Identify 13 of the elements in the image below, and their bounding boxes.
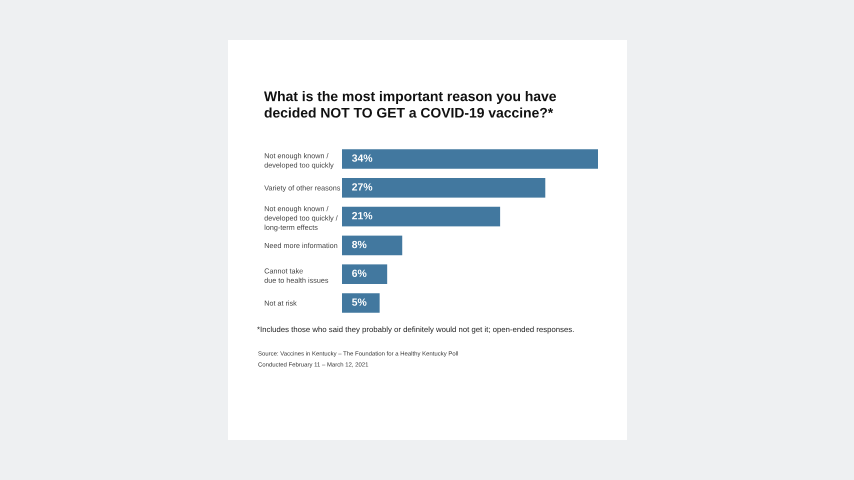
data-label: 8% (352, 240, 367, 248)
bar (342, 236, 402, 256)
bar (342, 178, 546, 198)
bar (342, 206, 500, 226)
bar (342, 149, 598, 169)
bar (342, 264, 388, 284)
data-label: 5% (352, 298, 367, 306)
data-label: 21% (352, 212, 372, 220)
chart-title: What is the most important reason you have decided NOT TO GET a COVID-19 vaccine?* (264, 91, 556, 118)
data-label: 6% (352, 270, 367, 277)
bar (342, 293, 380, 313)
data-label: 27% (352, 183, 372, 191)
data-label: 34% (352, 154, 372, 162)
